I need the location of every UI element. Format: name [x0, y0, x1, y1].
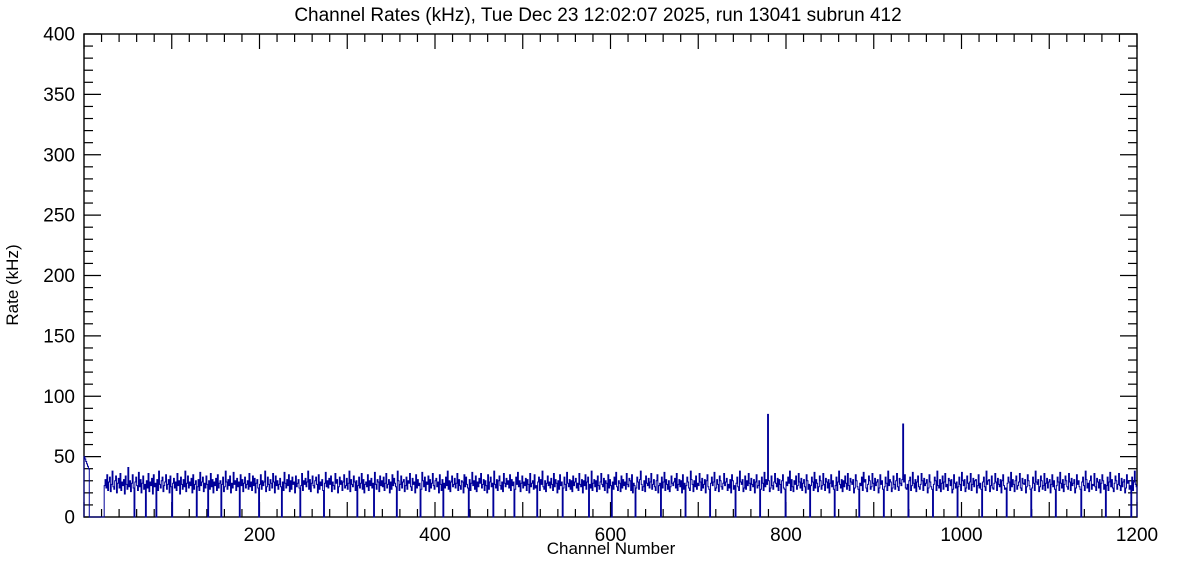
- page-title: Channel Rates (kHz), Tue Dec 23 12:02:07…: [294, 5, 902, 26]
- y-axis-ticks: [84, 33, 1137, 518]
- y-tick-label: 100: [43, 387, 75, 408]
- x-tick-label: 1200: [1116, 525, 1158, 546]
- x-tick-label: 800: [770, 525, 802, 546]
- x-tick-label: 400: [419, 525, 451, 546]
- y-tick-label: 0: [64, 508, 75, 529]
- y-tick-label: 250: [43, 206, 75, 227]
- y-tick-label: 350: [43, 85, 75, 106]
- x-tick-label: 200: [244, 525, 276, 546]
- x-tick-label: 1000: [940, 525, 982, 546]
- y-tick-label: 150: [43, 326, 75, 347]
- y-tick-label: 400: [43, 25, 75, 46]
- y-tick-label: 300: [43, 145, 75, 166]
- x-axis-tick-labels: 200 400 600 800 1000 1200: [244, 525, 1158, 546]
- y-tick-label: 200: [43, 266, 75, 287]
- data-series-line: [83, 413, 1138, 518]
- y-tick-label: 50: [54, 447, 75, 468]
- x-axis-title: Channel Number: [547, 539, 676, 558]
- y-axis-tick-labels: 0 50 100 150 200 250 300 350 400: [43, 25, 75, 529]
- y-axis-title: Rate (kHz): [3, 244, 22, 325]
- plot-frame: [83, 33, 1138, 518]
- x-tick-label: 600: [595, 525, 627, 546]
